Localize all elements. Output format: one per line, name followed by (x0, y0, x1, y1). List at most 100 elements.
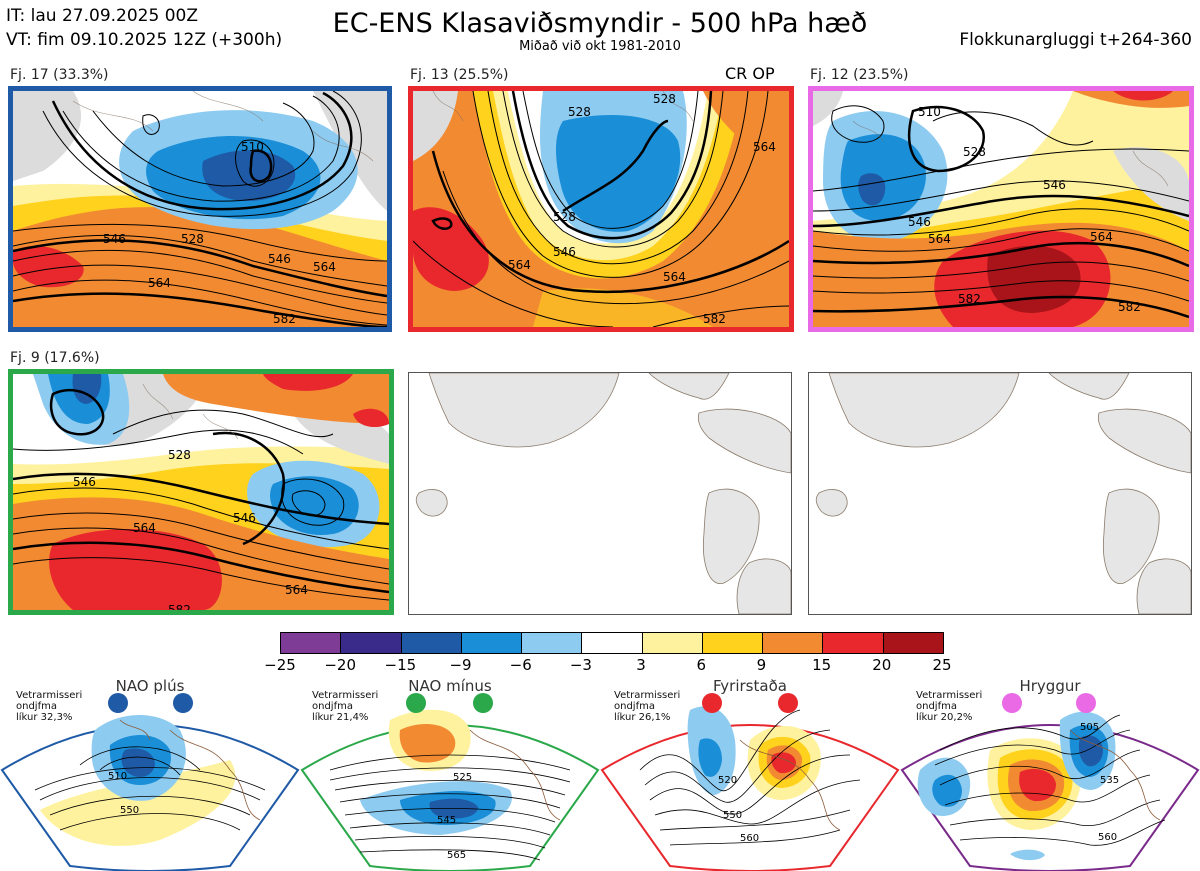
regime-3-title: Fyrirstaða (713, 677, 787, 695)
empty-map-panel-1 (408, 372, 792, 615)
regime-2-dot-right (473, 693, 493, 713)
cluster-3-contour-label: 546 (908, 215, 931, 229)
colorbar-segment (702, 633, 764, 653)
cluster-2-contour-label: 528 (653, 92, 676, 106)
cluster-3-contour-label: 582 (1118, 300, 1141, 314)
cluster-2-caption: Fj. 13 (25.5%) (410, 67, 509, 83)
regime-4-title: Hryggur (1019, 677, 1081, 695)
regime-3-info: Vetrarmisseri ondjfma líkur 26,1% (614, 690, 681, 723)
colorbar-segment (883, 633, 943, 653)
cluster-3-contour-label: 582 (958, 292, 981, 306)
colorbar-tick-label: −25 (264, 656, 296, 674)
cluster-2-contour-label: 582 (703, 312, 726, 326)
regime-3-dot-left (702, 693, 722, 713)
cluster-2-contour-label: 564 (753, 140, 776, 154)
colorbar-tick-label: 9 (756, 656, 767, 674)
cluster-4-contour-label: 564 (133, 521, 156, 535)
cluster-1-contour-label: 546 (103, 232, 126, 246)
cluster-1-contour-label: 582 (273, 312, 296, 326)
cluster-2-contour-label: 528 (553, 210, 576, 224)
cluster-1-caption: Fj. 17 (33.3%) (10, 67, 109, 83)
colorbar-segment (461, 633, 523, 653)
colorbar-segment (823, 633, 884, 653)
colorbar-tick-label: 20 (872, 656, 892, 674)
cluster-1-contour-label: 528 (181, 232, 204, 246)
regime-1-contour-label: 550 (120, 805, 139, 816)
colorbar-tick-label: −9 (449, 656, 472, 674)
cluster-1-map: 546 528 510 546 564 564 582 (8, 86, 392, 332)
regime-3-contour-label: 560 (740, 833, 759, 844)
cluster-3-contour-label: 564 (1090, 230, 1113, 244)
cluster-3-contour-label: 528 (963, 145, 986, 159)
regime-2-contour-label: 525 (453, 772, 472, 783)
regime-4-contour-label: 560 (1098, 832, 1117, 843)
empty-map-panel-2 (808, 372, 1192, 615)
regime-2-info: Vetrarmisseri ondjfma líkur 21,4% (312, 690, 379, 723)
cluster-4-contour-label: 564 (285, 583, 308, 597)
cluster-1-contour-label: 564 (313, 260, 336, 274)
colorbar-segment (582, 633, 643, 653)
cluster-3-contour-label: 564 (928, 232, 951, 246)
regime-4-contour-label: 505 (1080, 722, 1099, 733)
cluster-2-contour-label: 564 (508, 258, 531, 272)
clustering-window: Flokkunargluggi t+264-360 (959, 30, 1192, 50)
regime-3-dot-right (778, 693, 798, 713)
colorbar-segment (401, 633, 462, 653)
regime-3-contour-label: 520 (718, 775, 737, 786)
regime-2-contour-label: 565 (447, 850, 466, 861)
valid-time: VT: fim 09.10.2025 12Z (+300h) (6, 30, 283, 50)
cluster-2-contour-label: 564 (663, 270, 686, 284)
initial-time: IT: lau 27.09.2025 00Z (6, 6, 198, 26)
colorbar-segment (642, 633, 703, 653)
page-title: EC-ENS Klasaviðsmyndir - 500 hPa hæð (332, 8, 868, 39)
cluster-4-contour-label: 582 (168, 603, 191, 610)
cluster-1-contour-label: 564 (148, 276, 171, 290)
regime-4-dot-left (1002, 693, 1022, 713)
regime-1-dot-left (108, 693, 128, 713)
colorbar-segment (281, 633, 342, 653)
colorbar-segment (763, 633, 824, 653)
cluster-3-contour-label: 510 (918, 105, 941, 119)
regime-2-contour-label: 545 (437, 815, 456, 826)
cluster-2-contour-label: 528 (568, 105, 591, 119)
cluster-4-contour-label: 528 (168, 448, 191, 462)
cluster-4-caption: Fj. 9 (17.6%) (10, 350, 100, 366)
colorbar-tick-label: 3 (636, 656, 646, 674)
colorbar-tick-label: −6 (509, 656, 532, 674)
cluster-2-map: 528 528 528 546 564 564 582 564 (408, 86, 794, 332)
regime-4-contour-label: 535 (1100, 775, 1119, 786)
regime-1-info: Vetrarmisseri ondjfma líkur 32,3% (16, 690, 83, 723)
colorbar-tick-label: −20 (324, 656, 356, 674)
colorbar-tick-label: 15 (812, 656, 832, 674)
regime-1-map: 510 550 (0, 693, 300, 871)
cluster-2-contour-label: 546 (553, 245, 576, 259)
cluster-4-map: 528 546 546 564 564 582 (8, 369, 394, 615)
cluster-2-cr-op-label: CR OP (725, 64, 775, 83)
regime-3-map: 520 550 560 (600, 693, 900, 871)
cluster-4-contour-label: 546 (73, 475, 96, 489)
regime-1-dot-right (173, 693, 193, 713)
colorbar-tick-label: 25 (932, 656, 952, 674)
regime-1-contour-label: 510 (108, 771, 127, 782)
cluster-3-caption: Fj. 12 (23.5%) (810, 67, 909, 83)
cluster-1-contour-label: 546 (268, 252, 291, 266)
regime-4-map: 505 535 560 (900, 693, 1200, 871)
cluster-3-map: 510 528 546 546 564 564 582 582 (808, 86, 1194, 332)
regime-3-contour-label: 550 (723, 810, 742, 821)
colorbar-segment (341, 633, 402, 653)
colorbar-tick-label: −3 (569, 656, 592, 674)
page-subtitle: Miðað við okt 1981-2010 (519, 39, 681, 54)
cluster-3-contour-label: 546 (1043, 178, 1066, 192)
colorbar (280, 632, 944, 654)
colorbar-tick-label: 6 (696, 656, 707, 674)
colorbar-segment (522, 633, 583, 653)
regime-2-dot-left (406, 693, 426, 713)
colorbar-tick-label: −15 (384, 656, 417, 674)
cluster-4-contour-label: 546 (233, 511, 256, 525)
regime-4-dot-right (1076, 693, 1096, 713)
regime-4-info: Vetrarmisseri ondjfma líkur 20,2% (916, 690, 983, 723)
regime-maps: 510 550 525 545 565 (0, 693, 1200, 871)
regime-1-title: NAO plús (115, 677, 185, 695)
regime-2-map: 525 545 565 (300, 693, 600, 871)
regime-2-title: NAO mínus (408, 677, 492, 695)
